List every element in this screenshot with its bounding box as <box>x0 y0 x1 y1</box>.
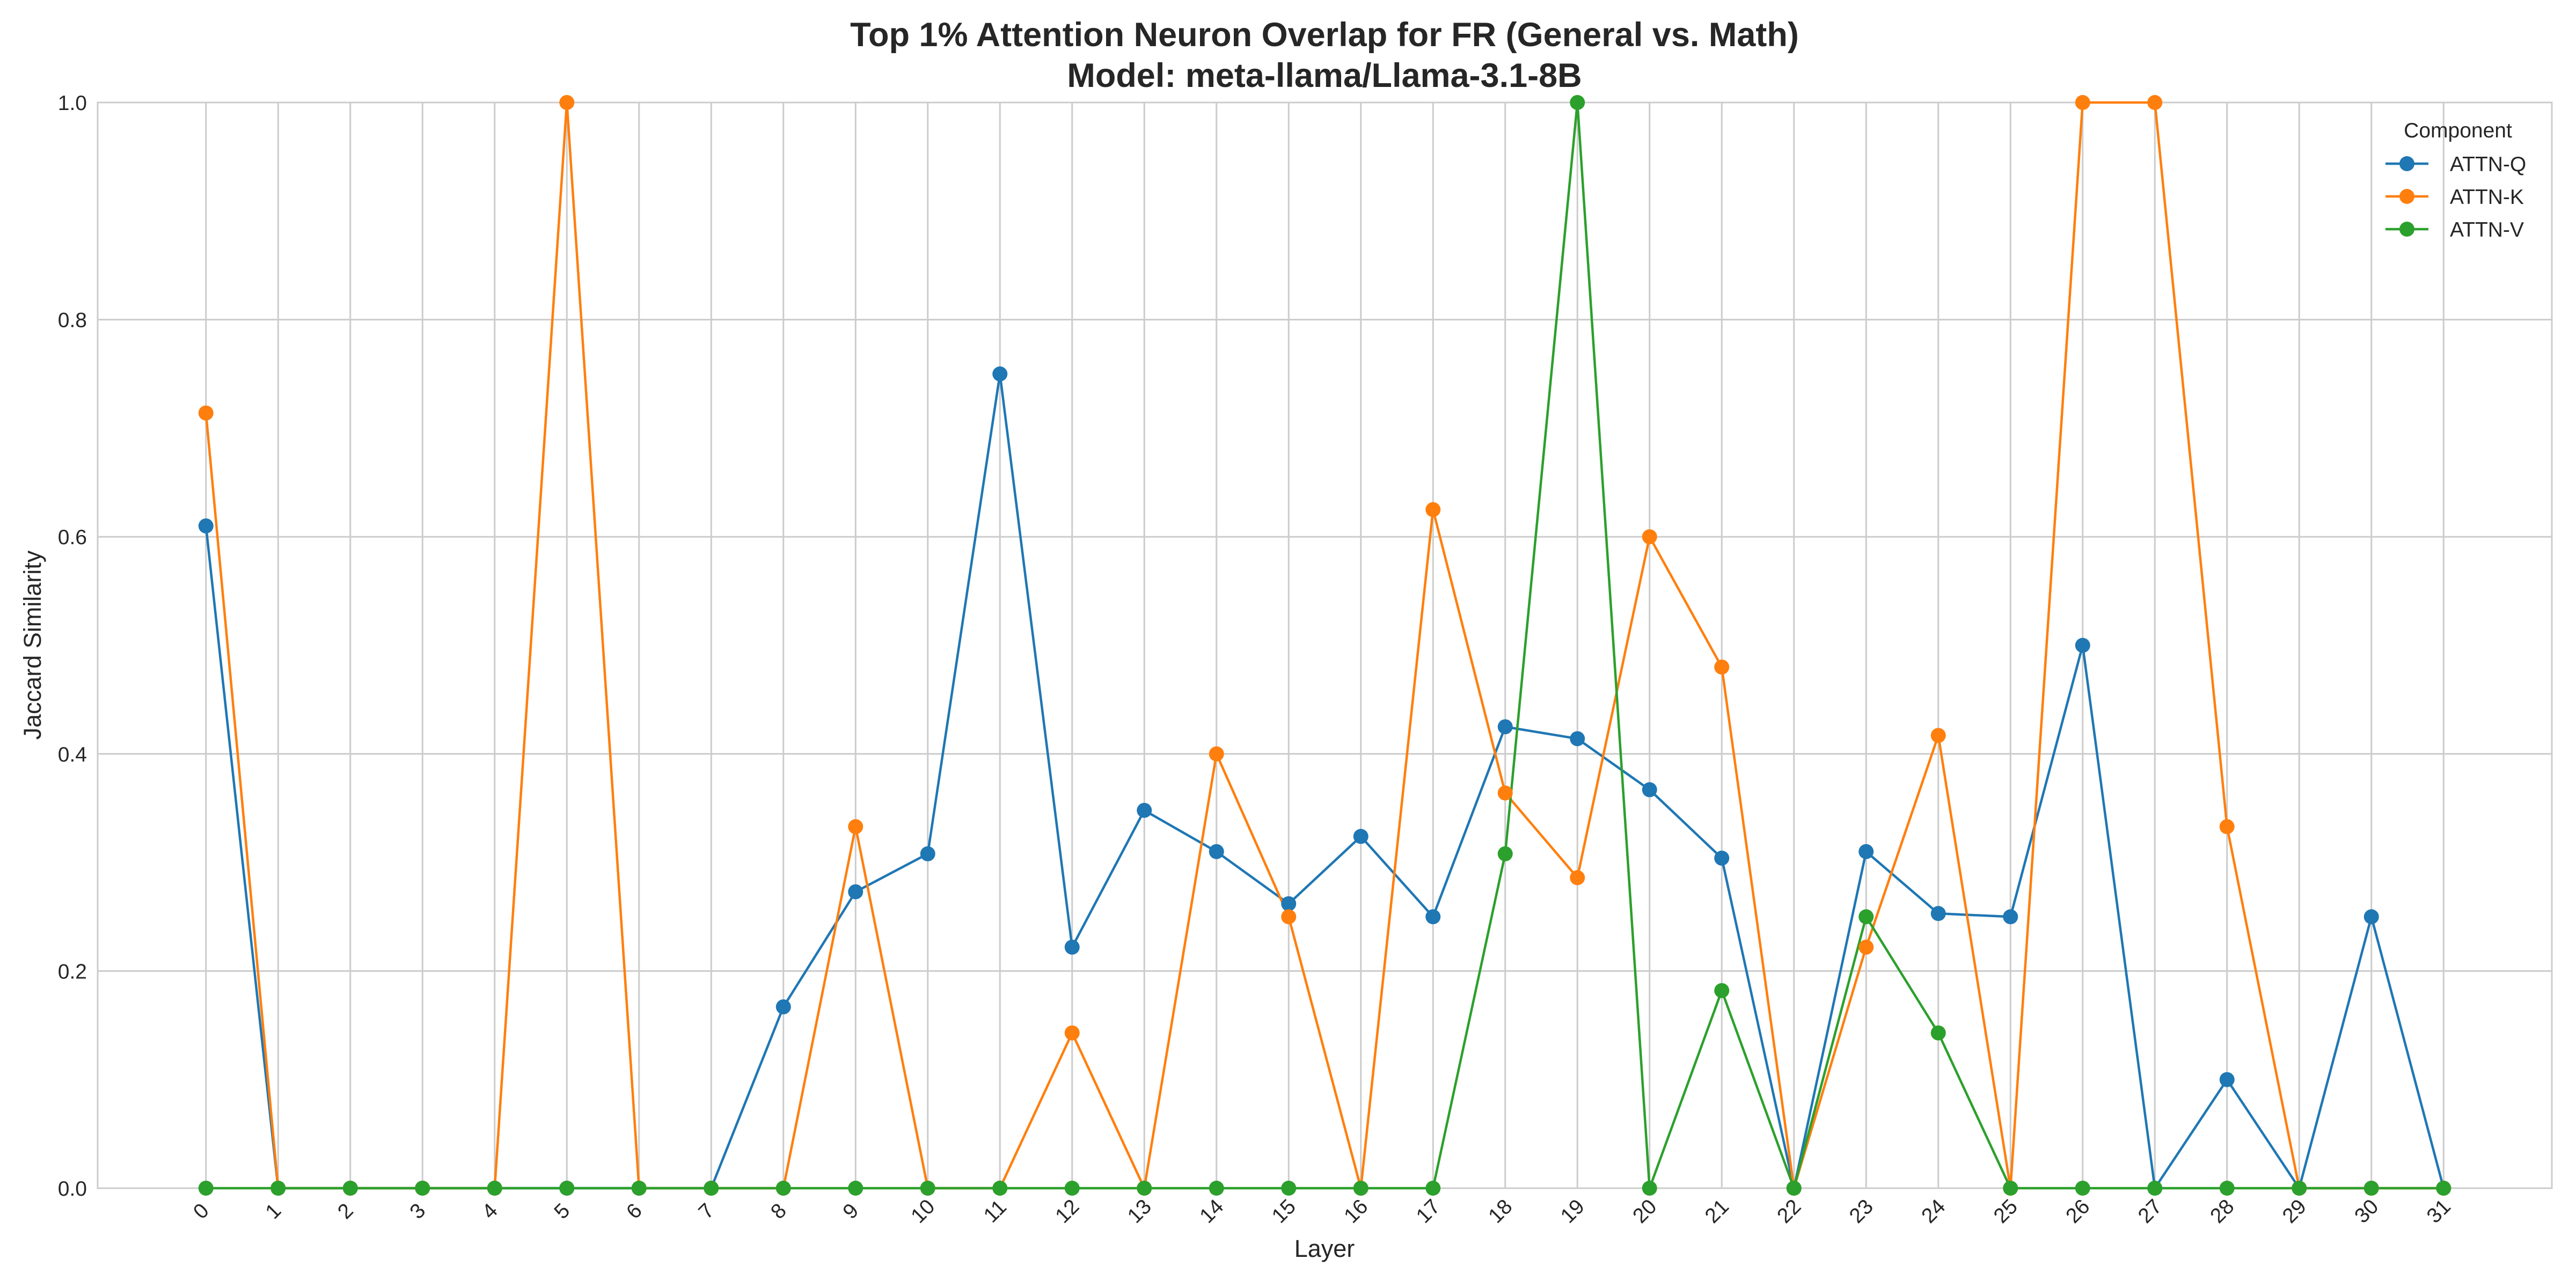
data-point-attn-v <box>198 1181 214 1196</box>
data-point-attn-v <box>1425 1181 1441 1196</box>
legend-swatch-marker <box>2399 156 2414 171</box>
legend-swatch-marker <box>2399 222 2414 237</box>
data-point-attn-q <box>2219 1072 2235 1087</box>
data-point-attn-v <box>1642 1181 1657 1196</box>
data-point-attn-v <box>1497 846 1513 861</box>
data-point-attn-q <box>1714 851 1730 866</box>
data-point-attn-v <box>1786 1181 1802 1196</box>
x-axis-label: Layer <box>1294 1235 1355 1262</box>
data-point-attn-k <box>848 819 863 835</box>
data-point-attn-v <box>704 1181 719 1196</box>
data-point-attn-k <box>1064 1025 1080 1041</box>
legend-title: Component <box>2404 119 2512 142</box>
series-line-attn-k <box>204 101 2444 1190</box>
data-point-attn-q <box>1137 802 1152 818</box>
data-point-attn-v <box>487 1181 502 1196</box>
data-point-attn-v <box>631 1181 647 1196</box>
data-point-attn-v <box>2075 1181 2090 1196</box>
data-point-attn-v <box>848 1181 863 1196</box>
data-point-attn-v <box>775 1181 791 1196</box>
y-tick-label: 0.8 <box>58 309 87 332</box>
data-point-attn-k <box>1930 728 1946 743</box>
y-tick-label: 0.0 <box>58 1177 87 1201</box>
chart-subtitle: Model: meta-llama/Llama-3.1-8B <box>1067 57 1582 94</box>
data-point-attn-k <box>1497 785 1513 801</box>
data-point-attn-q <box>1064 939 1080 955</box>
data-point-attn-q <box>2003 909 2018 925</box>
data-point-attn-q <box>1497 719 1513 735</box>
data-point-attn-v <box>1858 909 1874 925</box>
data-point-attn-v <box>2003 1181 2018 1196</box>
data-point-attn-v <box>2219 1181 2235 1196</box>
y-tick-label: 1.0 <box>58 92 87 115</box>
data-point-attn-q <box>2075 638 2090 653</box>
y-tick-label: 0.6 <box>58 526 87 549</box>
data-point-attn-q <box>1209 844 1224 859</box>
legend-swatch-marker <box>2399 189 2414 204</box>
y-tick-label: 0.2 <box>58 960 87 983</box>
chart-title: Top 1% Attention Neuron Overlap for FR (… <box>850 16 1799 54</box>
data-point-attn-v <box>415 1181 430 1196</box>
grid <box>98 101 2552 1189</box>
data-point-attn-v <box>2363 1181 2379 1196</box>
data-point-attn-v <box>2147 1181 2163 1196</box>
data-point-attn-q <box>992 366 1008 382</box>
data-point-attn-k <box>1714 659 1730 675</box>
data-point-attn-k <box>559 95 575 110</box>
data-point-attn-v <box>270 1181 286 1196</box>
data-point-attn-v <box>1281 1181 1297 1196</box>
data-point-attn-q <box>198 518 214 533</box>
y-axis-label: Jaccard Similarity <box>19 550 46 740</box>
data-point-attn-v <box>920 1181 935 1196</box>
data-point-attn-q <box>2363 909 2379 925</box>
y-tick-label: 0.4 <box>58 743 87 766</box>
data-point-attn-k <box>2219 819 2235 835</box>
data-point-attn-k <box>1858 939 1874 955</box>
data-point-attn-v <box>342 1181 358 1196</box>
data-point-attn-q <box>848 884 863 899</box>
data-point-attn-v <box>1930 1025 1946 1041</box>
legend: Component ATTN-Q ATTN-K ATTN-V <box>2385 119 2526 241</box>
legend-entry-attn-v: ATTN-V <box>2450 218 2524 241</box>
data-point-attn-k <box>1425 502 1441 517</box>
data-point-attn-q <box>1353 829 1368 844</box>
data-point-attn-v <box>1137 1181 1152 1196</box>
data-point-attn-q <box>775 999 791 1015</box>
data-point-attn-v <box>2292 1181 2307 1196</box>
y-axis: 0.0 0.2 0.4 0.6 0.8 1.0 <box>58 92 87 1201</box>
series-lines <box>204 101 2445 1190</box>
data-point-attn-v <box>1064 1181 1080 1196</box>
data-point-attn-q <box>1642 782 1657 797</box>
data-point-attn-v <box>559 1181 575 1196</box>
data-point-attn-k <box>2075 95 2090 110</box>
data-point-attn-v <box>1714 983 1730 998</box>
data-point-attn-q <box>920 846 935 861</box>
data-point-attn-q <box>1570 731 1585 747</box>
data-point-attn-k <box>1281 909 1297 925</box>
legend-entry-attn-k: ATTN-K <box>2450 186 2524 209</box>
data-point-attn-q <box>1281 896 1297 911</box>
data-point-attn-v <box>2436 1181 2451 1196</box>
data-point-attn-v <box>1209 1181 1224 1196</box>
data-point-attn-k <box>1642 529 1657 545</box>
data-point-attn-k <box>1209 746 1224 762</box>
legend-entry-attn-q: ATTN-Q <box>2450 153 2526 176</box>
data-point-attn-q <box>1930 906 1946 921</box>
data-point-attn-v <box>1570 95 1585 110</box>
data-point-attn-k <box>2147 95 2163 110</box>
data-point-attn-q <box>1425 909 1441 925</box>
data-point-attn-v <box>992 1181 1008 1196</box>
data-point-attn-k <box>198 405 214 421</box>
series-line-attn-v <box>206 101 2444 1190</box>
series-markers <box>198 95 2451 1196</box>
data-point-attn-k <box>1570 870 1585 885</box>
data-point-attn-q <box>1858 844 1874 859</box>
data-point-attn-v <box>1353 1181 1368 1196</box>
